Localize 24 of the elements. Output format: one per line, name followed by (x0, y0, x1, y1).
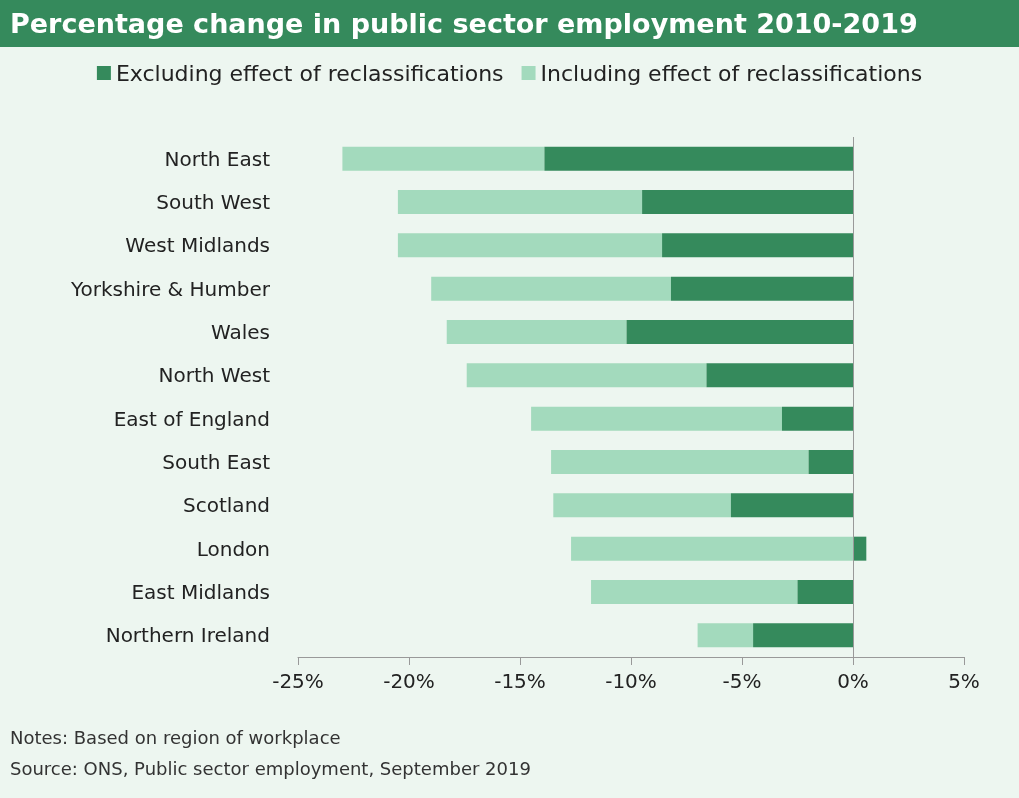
y-tick-label: Scotland (183, 493, 270, 518)
legend-label: Excluding effect of reclassifications (115, 60, 504, 86)
y-tick-label: West Midlands (125, 233, 270, 258)
source-note: Source: ONS, Public sector employment, September 2019 (10, 758, 532, 779)
x-tick-label: 0% (837, 669, 869, 693)
y-tick-label: North East (164, 146, 271, 171)
chart-title: Percentage change in public sector employment 2010-2019 (0, 0, 1019, 47)
x-tick-label: -20% (383, 669, 435, 693)
y-tick-label: East Midlands (131, 580, 270, 604)
x-tick-label: -10% (605, 669, 657, 693)
x-tick-label: 5% (948, 669, 980, 693)
y-tick-label: Yorkshire & Humber (69, 276, 271, 301)
y-tick-label: Northern Ireland (105, 623, 270, 648)
y-tick-label: South East (162, 450, 271, 474)
x-tick-label: -25% (272, 669, 324, 693)
y-tick-label: East of England (113, 406, 270, 431)
x-tick-label: -5% (722, 669, 762, 693)
y-tick-label: North West (158, 363, 271, 388)
y-tick-label: South West (156, 190, 271, 214)
legend-label: Including effect of reclassifications (540, 60, 923, 86)
text: Notes: Based on region of workplace (10, 727, 342, 748)
y-tick-label: Wales (210, 320, 270, 344)
x-tick-label: -15% (494, 669, 546, 693)
y-tick-label: London (196, 536, 270, 561)
